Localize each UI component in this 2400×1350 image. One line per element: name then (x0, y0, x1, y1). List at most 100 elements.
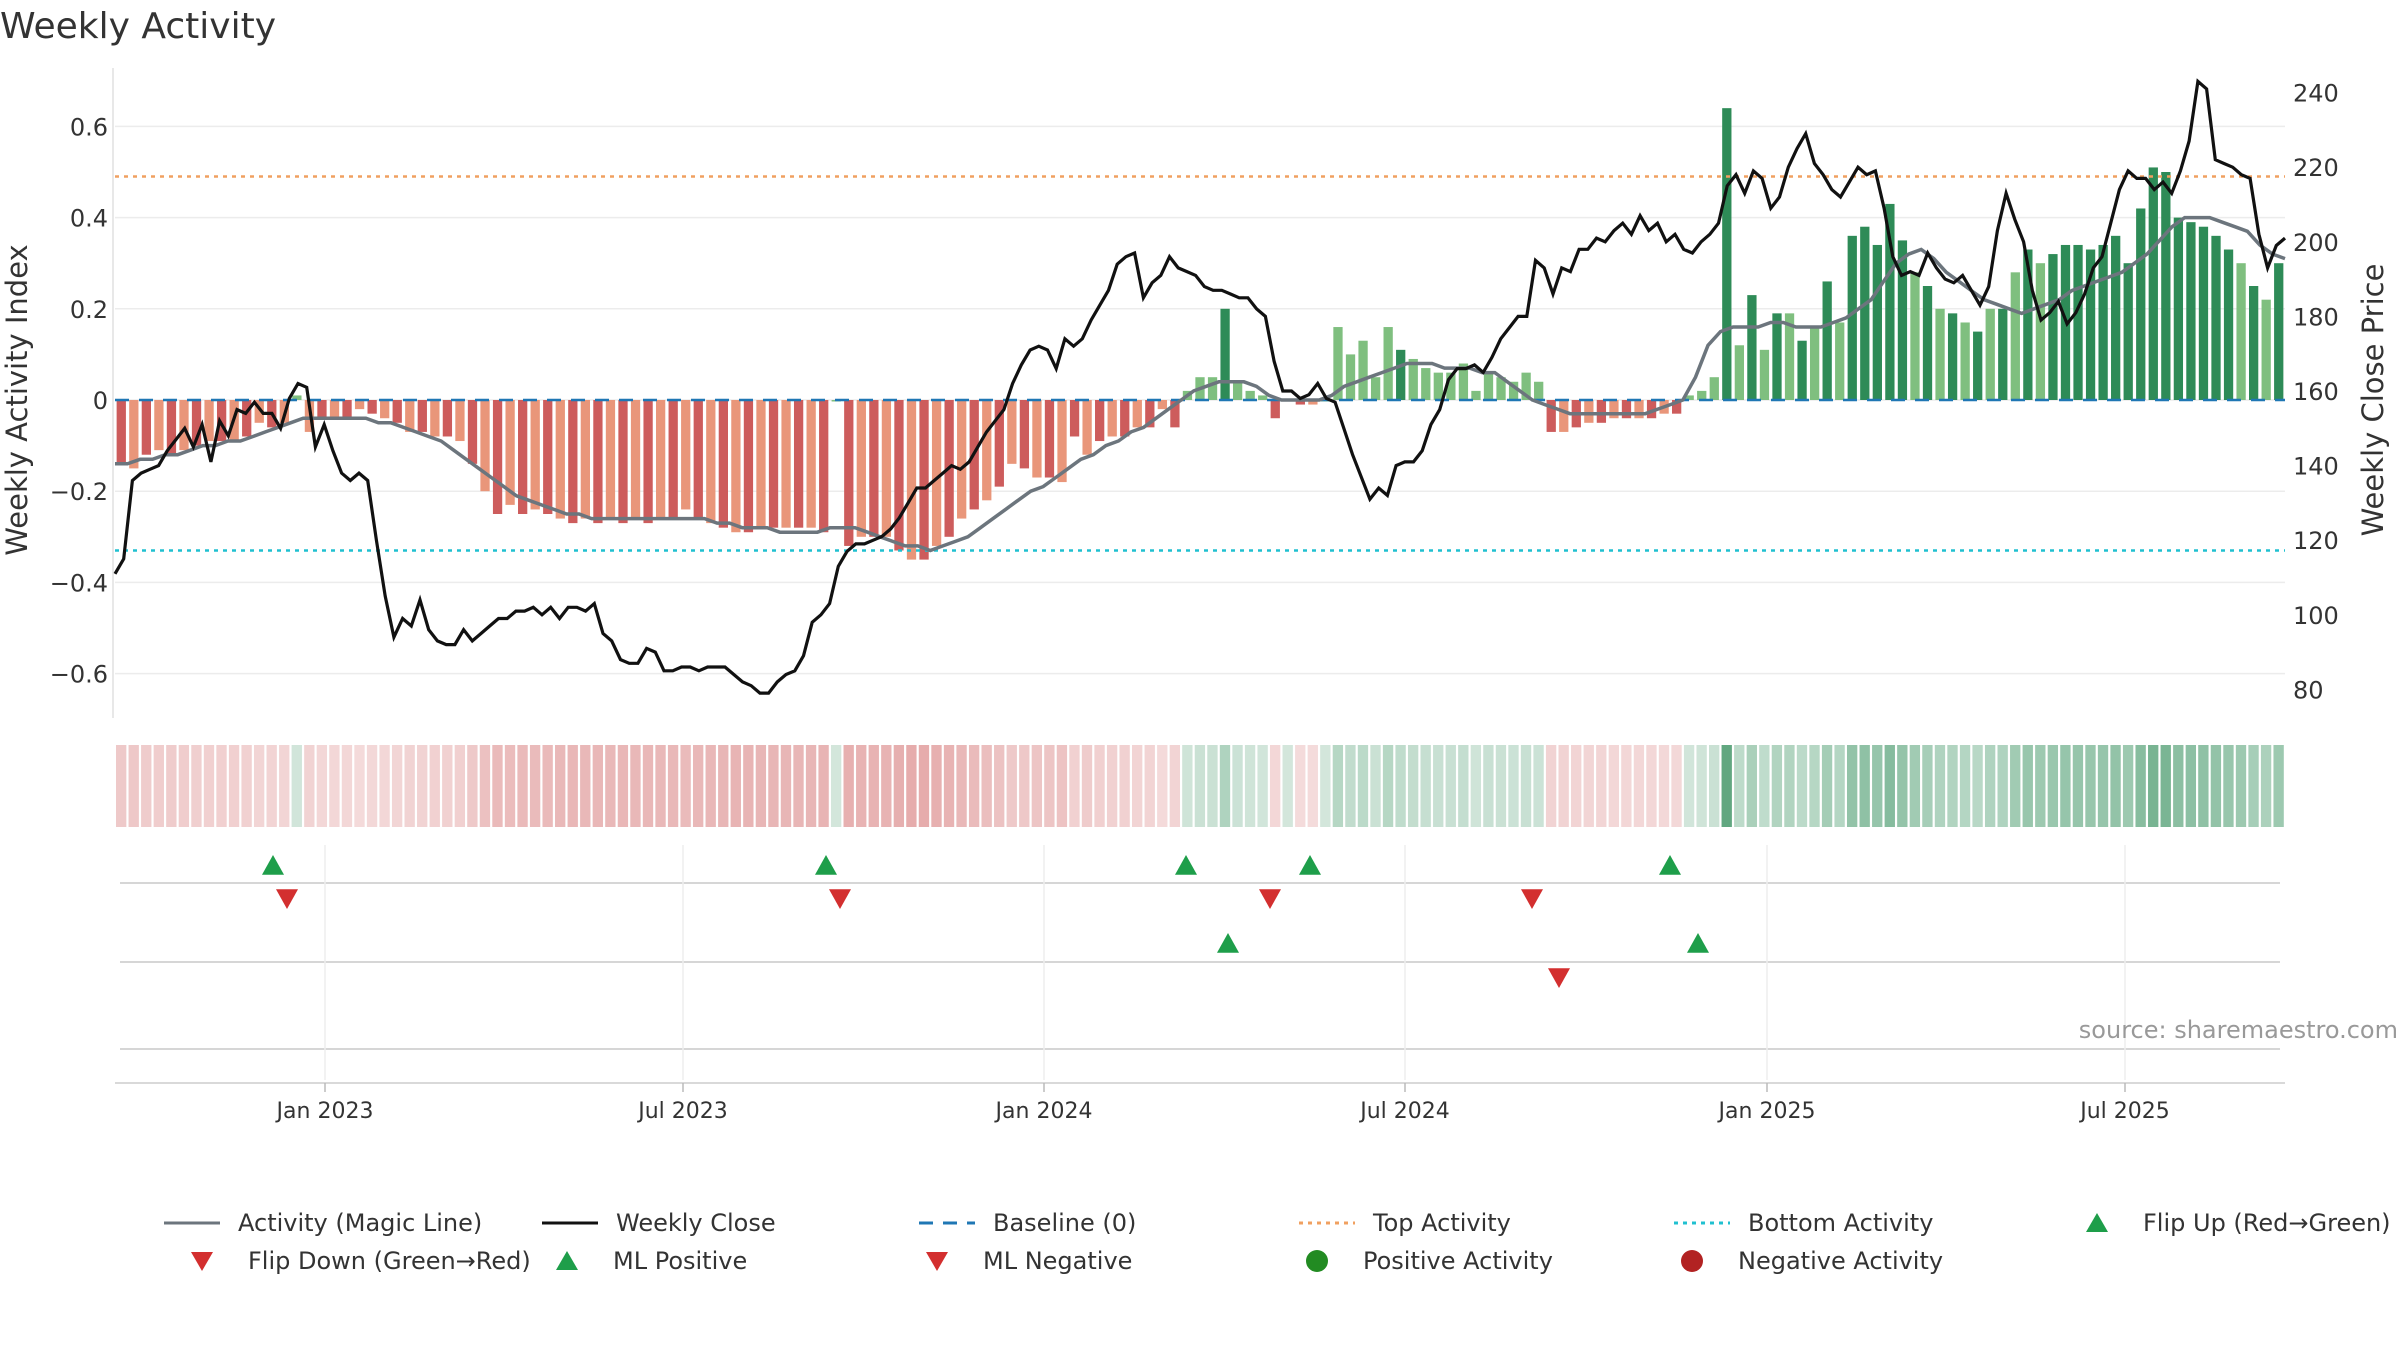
strip-cell (2198, 745, 2209, 827)
legend-item: Activity (Magic Line) (160, 1205, 482, 1241)
strip-cell (354, 745, 365, 827)
legend-label: Positive Activity (1363, 1247, 1553, 1275)
activity-bar (1596, 400, 1607, 423)
strip-cell (1884, 745, 1895, 827)
strip-cell (743, 745, 754, 827)
activity-heat-strip (116, 745, 2284, 827)
activity-bar (1584, 400, 1594, 423)
activity-bar (1308, 400, 1318, 405)
strip-cell (630, 745, 641, 827)
activity-bar (2136, 208, 2146, 400)
strip-cell (2060, 745, 2071, 827)
flip-down-marker (276, 889, 298, 909)
strip-cell (1596, 745, 1607, 827)
strip-cell (856, 745, 867, 827)
solid-line-icon (542, 1221, 598, 1225)
strip-cell (1959, 745, 1971, 827)
activity-bar (1358, 340, 1368, 400)
activity-bar (2111, 235, 2121, 400)
strip-cell (692, 745, 704, 827)
activity-bar (2161, 172, 2171, 400)
strip-cell (1144, 745, 1155, 827)
strip-cell (830, 745, 842, 827)
strip-cell (2235, 745, 2247, 827)
activity-bar (1822, 281, 1832, 400)
activity-bar (1232, 381, 1243, 400)
strip-cell (1859, 745, 1870, 827)
strip-cell (467, 745, 478, 827)
activity-bar (342, 400, 352, 419)
strip-cell (2097, 745, 2109, 827)
strip-cell (1207, 745, 1218, 827)
strip-cell (1320, 745, 1331, 827)
strip-cell (1044, 745, 1055, 827)
activity-bar (1847, 235, 1857, 400)
strip-cell (529, 745, 541, 827)
activity-bar (743, 400, 754, 533)
activity-bar (1897, 240, 1908, 400)
activity-bar (1922, 286, 1933, 400)
activity-bar (982, 400, 992, 501)
circle-icon (1306, 1250, 1328, 1272)
legend-item: ML Negative (905, 1243, 1132, 1279)
strip-cell (1696, 745, 1707, 827)
strip-cell (216, 745, 227, 827)
strip-cell (304, 745, 315, 827)
strip-cell (1721, 745, 1732, 827)
strip-cell (1558, 745, 1569, 827)
strip-cell (178, 745, 190, 827)
activity-bar (442, 400, 453, 437)
activity-bar (1132, 400, 1142, 428)
activity-bar (1609, 400, 1619, 419)
ml-negative-marker (1548, 968, 1570, 988)
y-tick-right: 200 (2293, 229, 2339, 257)
strip-cell (793, 745, 804, 827)
reference-lines (115, 175, 2285, 552)
activity-bar (1784, 313, 1795, 400)
activity-bar (1935, 308, 1945, 400)
strip-cell (718, 745, 729, 827)
activity-bar (919, 400, 929, 560)
dashed-line-icon (919, 1221, 975, 1225)
activity-bar (819, 400, 829, 533)
activity-bar (1872, 244, 1882, 400)
strip-cell (994, 745, 1005, 827)
flip-up-marker (815, 855, 837, 875)
activity-bar (1458, 363, 1469, 400)
activity-bar (1496, 377, 1506, 400)
activity-bar (1446, 372, 1456, 400)
activity-bar (2223, 249, 2234, 400)
strip-cell (1219, 745, 1231, 827)
legend-label: ML Positive (613, 1247, 748, 1275)
strip-cell (454, 745, 466, 827)
strip-cell (1119, 745, 1130, 827)
activity-bar (129, 400, 139, 469)
strip-cell (617, 745, 629, 827)
activity-bar (1860, 226, 1870, 400)
activity-bar (2098, 244, 2108, 400)
legend-label: Top Activity (1373, 1209, 1511, 1237)
activity-bar (806, 400, 816, 528)
strip-cell (1495, 745, 1507, 827)
activity-bar (1985, 308, 1995, 400)
strip-cell (2273, 745, 2284, 827)
strip-cell (1094, 745, 1105, 827)
event-markers (120, 855, 2280, 1050)
strip-cell (918, 745, 930, 827)
strip-cell (1784, 745, 1795, 827)
legend-label: Flip Down (Green→Red) (248, 1247, 531, 1275)
strip-cell (2173, 745, 2184, 827)
legend-item: Flip Up (Red→Green) (2065, 1205, 2391, 1241)
strip-cell (1382, 745, 1394, 827)
activity-bar (2085, 249, 2096, 400)
strip-cell (893, 745, 905, 827)
strip-cell (1295, 745, 1306, 827)
y-tick-right: 240 (2293, 80, 2339, 108)
y-tick-right: 160 (2293, 378, 2339, 406)
activity-bar (430, 400, 440, 437)
y-tick-left: −0.6 (50, 661, 108, 689)
triangle-up-icon (2086, 1213, 2108, 1232)
strip-cell (1621, 745, 1632, 827)
activity-bar (1797, 340, 1807, 400)
